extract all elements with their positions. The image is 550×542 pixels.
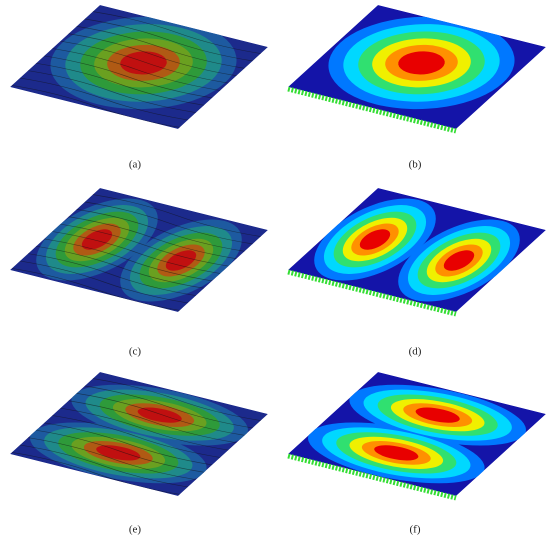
- contour: [443, 250, 475, 271]
- mesh-line: [44, 55, 213, 99]
- contour: [165, 250, 197, 271]
- plate-shape: [10, 372, 268, 496]
- mesh-line: [27, 70, 197, 113]
- mesh-line: [60, 40, 229, 84]
- support-edge: [287, 453, 457, 501]
- plate-shape: [288, 372, 546, 496]
- mesh-line: [68, 216, 237, 259]
- mesh-line: [35, 62, 205, 106]
- mesh-line: [52, 415, 221, 458]
- plate-shape: [288, 5, 546, 129]
- contour: [374, 445, 419, 461]
- plate: [10, 372, 268, 496]
- panel-label: (a): [129, 159, 142, 171]
- mesh-line: [68, 33, 237, 76]
- mesh-line: [60, 407, 229, 451]
- panel-label: (f): [410, 524, 421, 536]
- support-edge: [287, 269, 457, 317]
- mesh-line: [11, 85, 180, 128]
- plate-shape: [10, 188, 268, 312]
- mesh-line: [84, 18, 253, 62]
- mesh-line: [11, 268, 180, 311]
- mesh-line: [68, 400, 237, 443]
- contour: [120, 51, 167, 75]
- mesh-line: [76, 393, 245, 436]
- mesh-line: [27, 437, 197, 480]
- mesh-line: [92, 194, 261, 237]
- mesh-line: [19, 260, 189, 304]
- mesh-line: [76, 209, 245, 252]
- plate: [288, 372, 546, 496]
- mesh-line: [27, 253, 197, 296]
- plate: [288, 188, 546, 312]
- plate: [288, 5, 546, 129]
- mesh-line: [60, 223, 229, 267]
- mesh-line: [11, 452, 180, 495]
- plate: [10, 5, 268, 129]
- mesh-line: [19, 77, 189, 121]
- contour: [81, 229, 113, 250]
- contour: [398, 51, 445, 75]
- plate: [10, 188, 268, 312]
- panel-label: (b): [409, 159, 422, 171]
- panel-label: (e): [129, 524, 142, 536]
- mesh-line: [44, 422, 213, 466]
- mesh-line: [76, 26, 245, 69]
- mesh-line: [84, 385, 253, 429]
- mesh-line: [52, 231, 221, 274]
- mesh-line: [52, 48, 221, 91]
- support-edge: [287, 86, 457, 134]
- mesh-line: [84, 201, 253, 245]
- mesh-line: [92, 11, 261, 54]
- panel-label: (c): [129, 346, 142, 358]
- contour: [415, 407, 460, 423]
- plate-shape: [288, 188, 546, 312]
- mesh-line: [19, 444, 189, 488]
- mesh-line: [35, 429, 205, 473]
- plate-shape: [10, 5, 268, 129]
- contour: [359, 229, 391, 250]
- mesh-line: [92, 378, 261, 421]
- panel-label: (d): [409, 346, 422, 358]
- mesh-line: [35, 245, 205, 289]
- mesh-line: [44, 238, 213, 282]
- contour: [137, 407, 182, 423]
